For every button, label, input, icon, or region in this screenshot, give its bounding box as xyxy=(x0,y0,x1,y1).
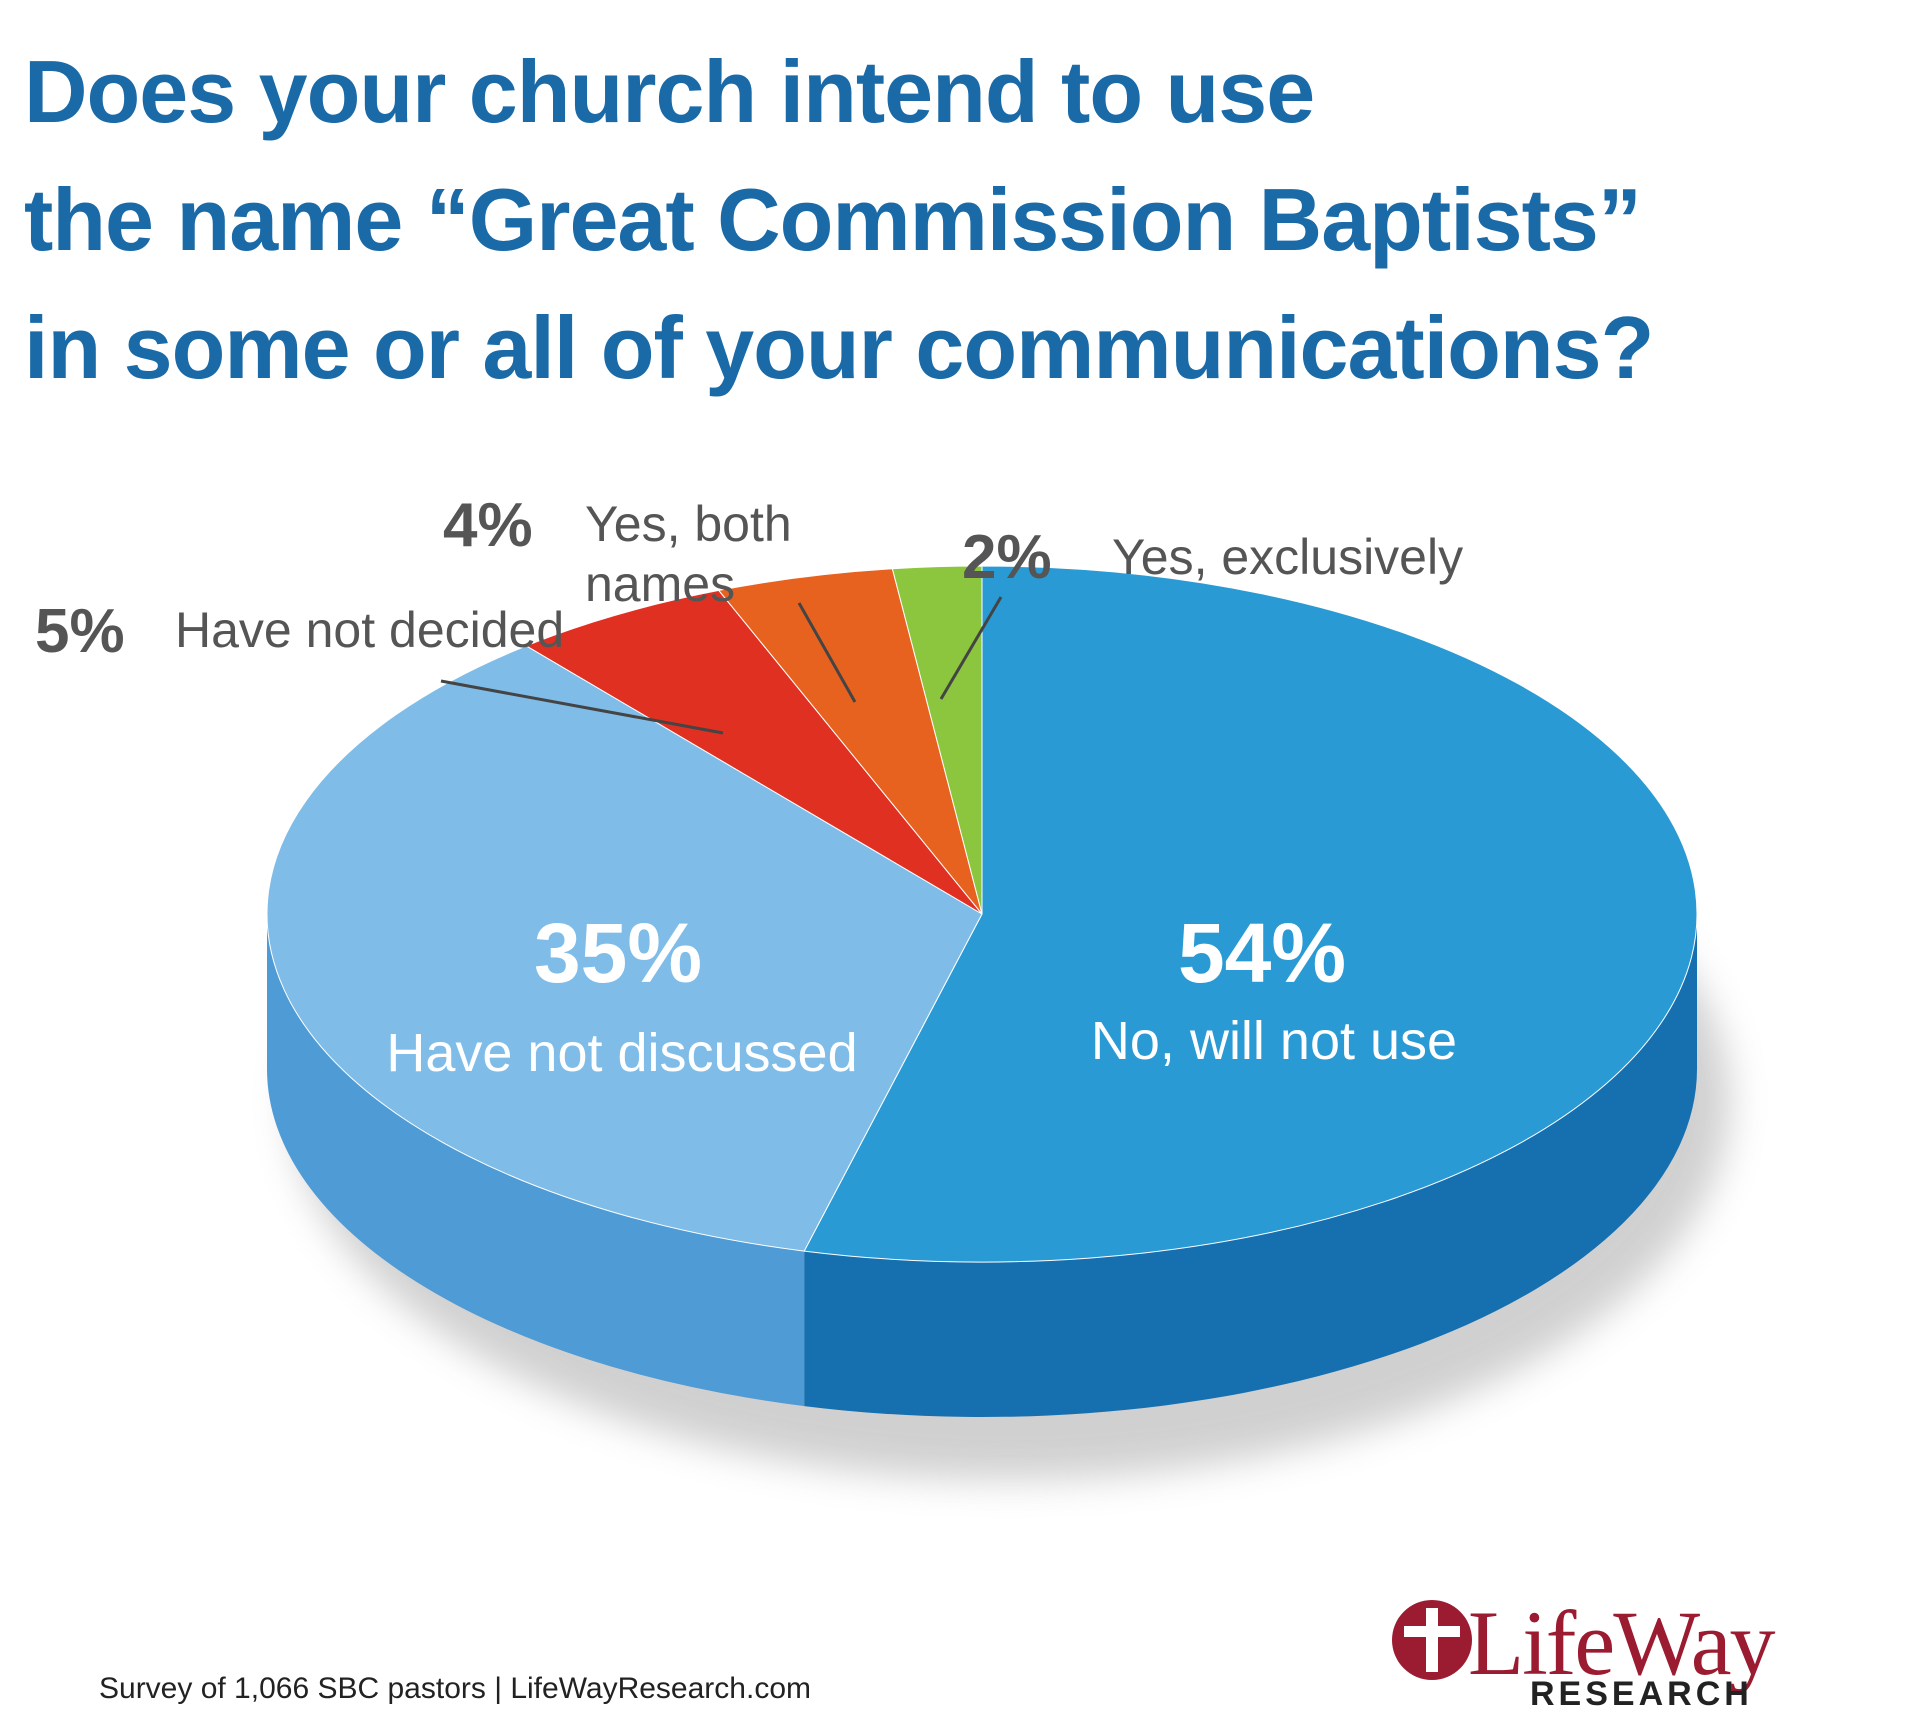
slice xyxy=(891,565,983,915)
slice-label: Have not discussed xyxy=(386,1023,858,1083)
slice xyxy=(717,568,983,915)
slice-label: Yes, both names xyxy=(585,496,792,612)
slice-label: No, will not use xyxy=(1090,1011,1458,1071)
slice-label: Have not decided xyxy=(175,602,565,658)
logo-icon xyxy=(1392,1600,1472,1680)
slice xyxy=(266,645,983,1252)
source-note: Survey of 1,066 SBC pastors | LifeWayRes… xyxy=(99,1672,811,1705)
leader-lines xyxy=(440,596,1003,735)
slice xyxy=(525,589,983,915)
slice-side xyxy=(804,914,1697,1417)
slice xyxy=(803,565,1698,1263)
value-label: 54% xyxy=(1177,906,1347,1000)
leader-line xyxy=(797,602,857,703)
value-label: 35% xyxy=(533,906,703,1000)
value-label: 5% xyxy=(35,597,125,666)
value-label: 2% xyxy=(962,523,1052,592)
slice-label: Yes, exclusively xyxy=(1112,529,1464,585)
leader-line xyxy=(440,679,724,735)
logo-name: LifeWay xyxy=(1468,1592,1776,1694)
logo-subtitle: RESEARCH xyxy=(1530,1675,1753,1713)
pie xyxy=(266,565,1698,1417)
leader-line xyxy=(939,596,1003,700)
slice-side xyxy=(267,914,805,1407)
value-label: 4% xyxy=(443,491,533,560)
chart-title: Does your church intend to use the name … xyxy=(24,42,1654,397)
